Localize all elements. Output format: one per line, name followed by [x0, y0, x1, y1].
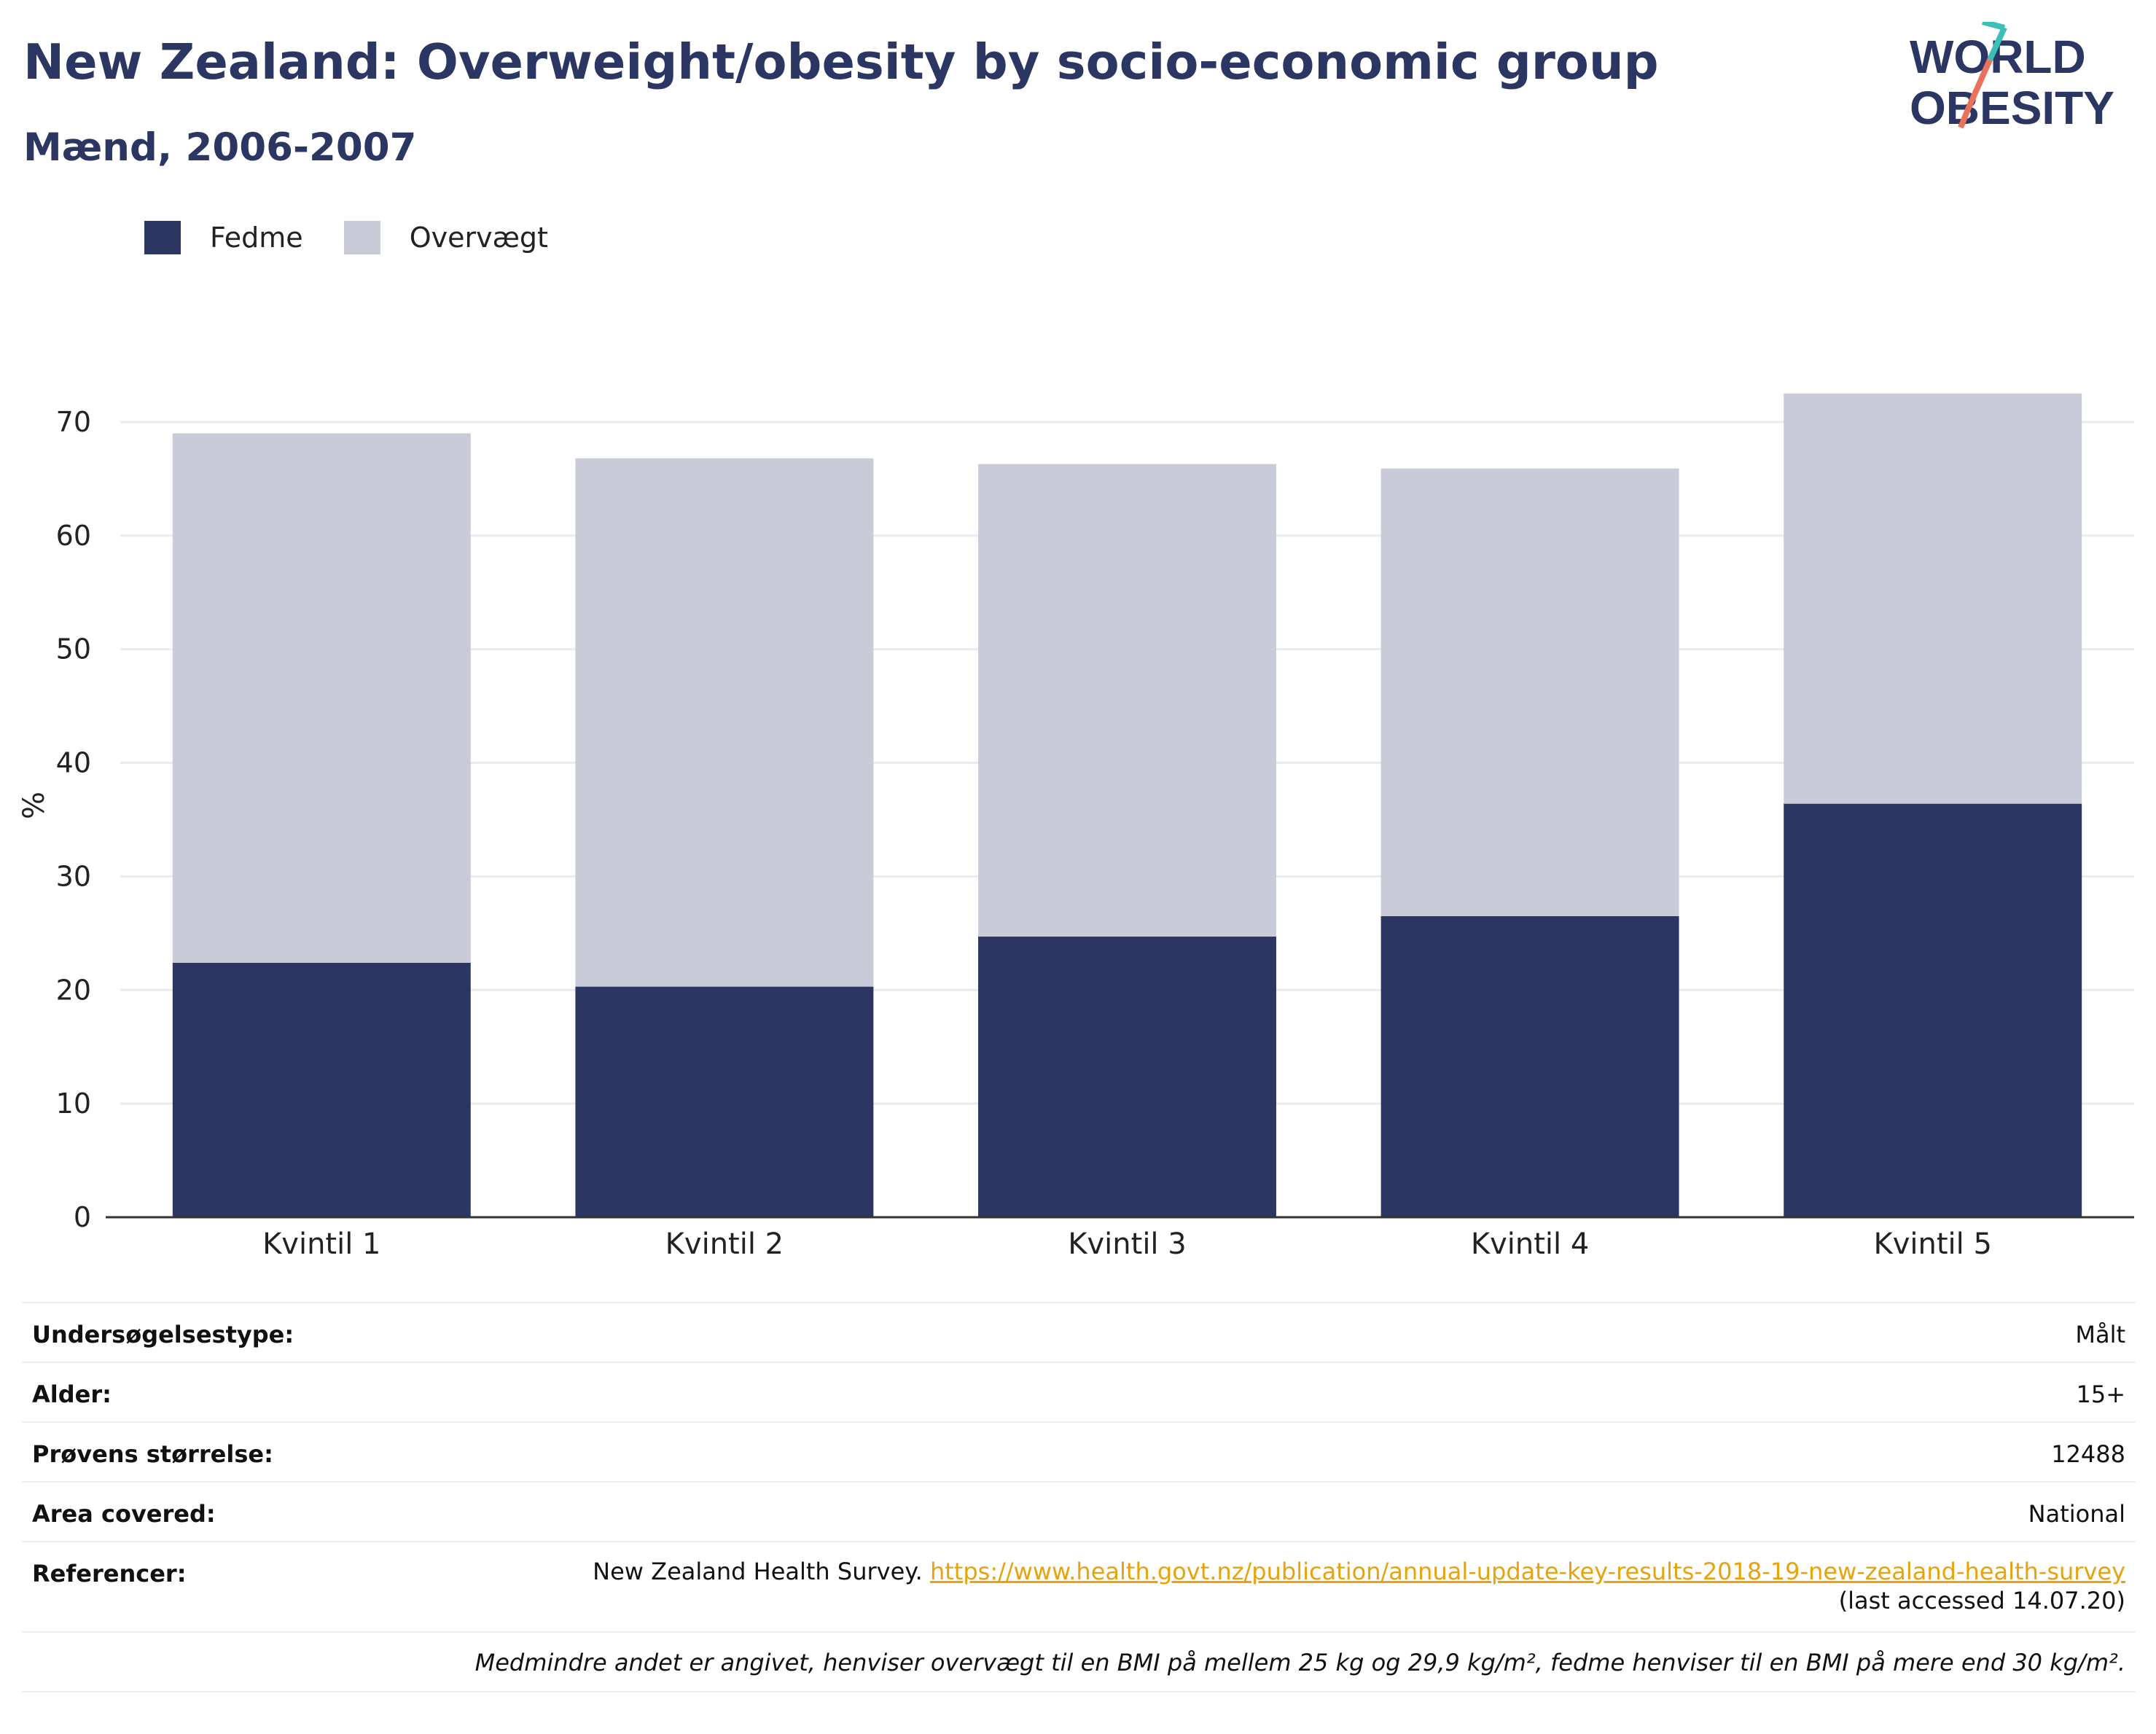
info-label: Prøvens størrelse: — [32, 1440, 273, 1468]
bar-overv-gt — [1380, 468, 1679, 916]
info-label: Alder: — [32, 1380, 112, 1408]
info-value: Målt — [2075, 1321, 2125, 1348]
legend-swatch-overvaegt — [343, 221, 380, 254]
info-value: 15+ — [2076, 1380, 2125, 1408]
survey-info-table: Undersøgelsestype: Målt Alder: 15+ Prøve… — [22, 1302, 2136, 1692]
y-tick-label: 0 — [74, 1201, 91, 1233]
bmi-definition-note: Medmindre andet er angivet, henviser ove… — [474, 1649, 2125, 1676]
legend-label-overvaegt: Overvægt — [409, 222, 548, 254]
bar-fedme — [1380, 915, 1679, 1217]
y-tick-label: 40 — [56, 747, 91, 779]
info-row-sample-size: Prøvens størrelse: 12488 — [22, 1421, 2136, 1481]
info-label: Undersøgelsestype: — [32, 1321, 294, 1348]
bar-fedme — [575, 986, 874, 1217]
y-tick-label: 10 — [56, 1087, 91, 1120]
chart-legend: Fedme Overvægt — [144, 219, 589, 257]
y-axis-label: % — [17, 792, 51, 819]
reference-link[interactable]: https://www.health.govt.nz/publication/a… — [929, 1558, 2125, 1585]
info-value: 12488 — [2051, 1440, 2125, 1468]
bar-overv-gt — [1784, 394, 2082, 804]
info-value: New Zealand Health Survey. https://www.h… — [593, 1542, 2125, 1615]
bar-fedme — [978, 937, 1276, 1217]
legend-swatch-fedme — [144, 221, 181, 254]
y-tick-label: 50 — [56, 633, 91, 665]
info-row-note: Medmindre andet er angivet, henviser ove… — [22, 1631, 2136, 1691]
chart-subtitle: Mænd, 2006-2007 — [23, 125, 417, 170]
info-value: National — [2028, 1500, 2125, 1528]
x-tick-label: Kvintil 3 — [1068, 1227, 1186, 1261]
info-row-age: Alder: 15+ — [22, 1362, 2136, 1421]
legend-label-fedme: Fedme — [210, 222, 303, 254]
info-row-references: Referencer: New Zealand Health Survey. h… — [22, 1541, 2136, 1631]
bar-overv-gt — [575, 458, 874, 987]
info-row-area: Area covered: National — [22, 1481, 2136, 1541]
chart-title: New Zealand: Overweight/obesity by socio… — [23, 34, 1659, 90]
bar-fedme — [1784, 803, 2082, 1217]
x-tick-label: Kvintil 2 — [665, 1227, 784, 1261]
bar-overv-gt — [978, 464, 1276, 937]
x-tick-label: Kvintil 1 — [262, 1227, 380, 1261]
reference-accessed: (last accessed 14.07.20) — [1838, 1587, 2125, 1614]
x-tick-label: Kvintil 5 — [1873, 1227, 1991, 1261]
bar-fedme — [172, 962, 471, 1217]
info-label: Area covered: — [32, 1500, 216, 1528]
svg-text:OBESITY: OBESITY — [1910, 82, 2114, 134]
y-tick-label: 60 — [56, 520, 91, 552]
bar-overv-gt — [172, 433, 471, 963]
x-tick-label: Kvintil 4 — [1471, 1227, 1589, 1261]
info-label: Referencer: — [32, 1560, 187, 1587]
y-tick-label: 70 — [56, 406, 91, 438]
y-tick-label: 30 — [56, 860, 91, 892]
info-row-survey-type: Undersøgelsestype: Målt — [22, 1302, 2136, 1362]
y-tick-label: 20 — [56, 974, 91, 1006]
stacked-bar-chart: 0 10 20 30 40 50 60 70 Kvintil 1 Kvintil 2 Kvintil… — [17, 394, 2134, 1261]
world-obesity-logo: WORLD OBESITY — [1910, 22, 2114, 134]
reference-text: New Zealand Health Survey. — [593, 1558, 930, 1585]
